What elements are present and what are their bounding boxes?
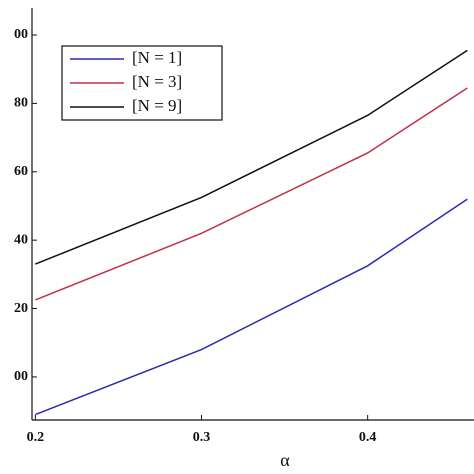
x-tick-label: 0.2	[27, 430, 45, 445]
series-line	[35, 198, 468, 416]
y-tick-label: 00	[14, 369, 28, 384]
x-axis-label: α	[280, 450, 290, 470]
x-tick-label: 0.4	[359, 430, 377, 445]
x-tick-label: 0.3	[193, 430, 211, 445]
y-tick-label: 80	[14, 96, 28, 111]
series-line	[35, 49, 468, 265]
y-tick-label: 60	[14, 164, 28, 179]
legend-label: [N = 1]	[132, 48, 182, 67]
legend-label: [N = 9]	[132, 96, 182, 115]
series-line	[35, 87, 468, 301]
y-tick-label: 40	[14, 232, 28, 247]
y-tick-label: 20	[14, 301, 28, 316]
y-tick-label: 00	[14, 27, 28, 42]
legend-label: [N = 3]	[132, 72, 182, 91]
